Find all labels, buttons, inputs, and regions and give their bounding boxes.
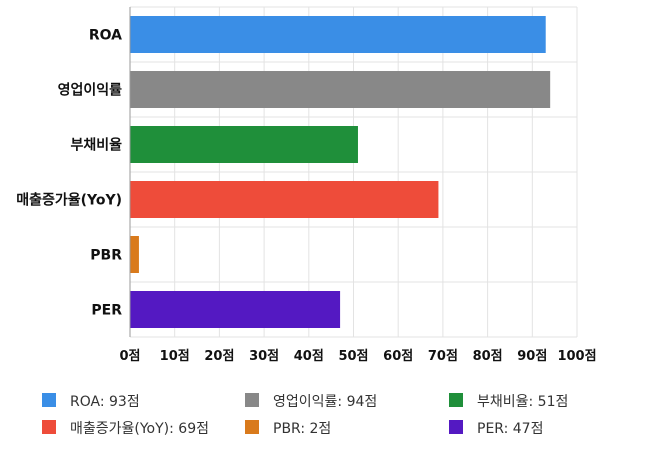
legend-swatch-2	[449, 393, 463, 407]
legend-label-5: PER: 47점	[477, 421, 543, 437]
x-tick-label-5: 50점	[338, 349, 368, 364]
bar-5	[130, 291, 341, 328]
x-tick-label-4: 40점	[294, 349, 324, 364]
legend-swatch-0	[42, 393, 56, 407]
x-tick-label-0: 0점	[119, 349, 140, 364]
legend-label-1: 영업이익률: 94점	[273, 394, 377, 410]
x-tick-label-3: 30점	[249, 349, 279, 364]
legend-label-3: 매출증가율(YoY): 69점	[70, 421, 209, 437]
legend-swatch-3	[42, 420, 56, 434]
bar-0	[130, 16, 546, 53]
x-tick-label-8: 80점	[473, 349, 503, 364]
bar-2	[130, 126, 358, 163]
bar-3	[130, 181, 439, 218]
category-label-3: 매출증가율(YoY)	[16, 192, 122, 209]
x-tick-label-9: 90점	[517, 349, 547, 364]
legend-swatch-5	[449, 420, 463, 434]
legend-swatch-4	[245, 420, 259, 434]
category-label-5: PER	[91, 303, 122, 319]
x-tick-label-1: 10점	[160, 349, 190, 364]
x-tick-label-6: 60점	[383, 349, 413, 364]
category-label-1: 영업이익률	[58, 82, 123, 99]
bar-1	[130, 71, 551, 108]
legend-label-2: 부채비율: 51점	[477, 394, 568, 410]
bar-4	[130, 236, 139, 273]
legend-swatch-1	[245, 393, 259, 407]
category-label-2: 부채비율	[70, 137, 122, 154]
x-tick-label-7: 70점	[428, 349, 458, 364]
legend-label-0: ROA: 93점	[70, 394, 140, 410]
category-label-4: PBR	[90, 248, 122, 264]
x-tick-label-2: 20점	[204, 349, 234, 364]
category-label-0: ROA	[89, 28, 122, 44]
legend-label-4: PBR: 2점	[273, 421, 331, 437]
x-tick-label-10: 100점	[557, 349, 596, 364]
